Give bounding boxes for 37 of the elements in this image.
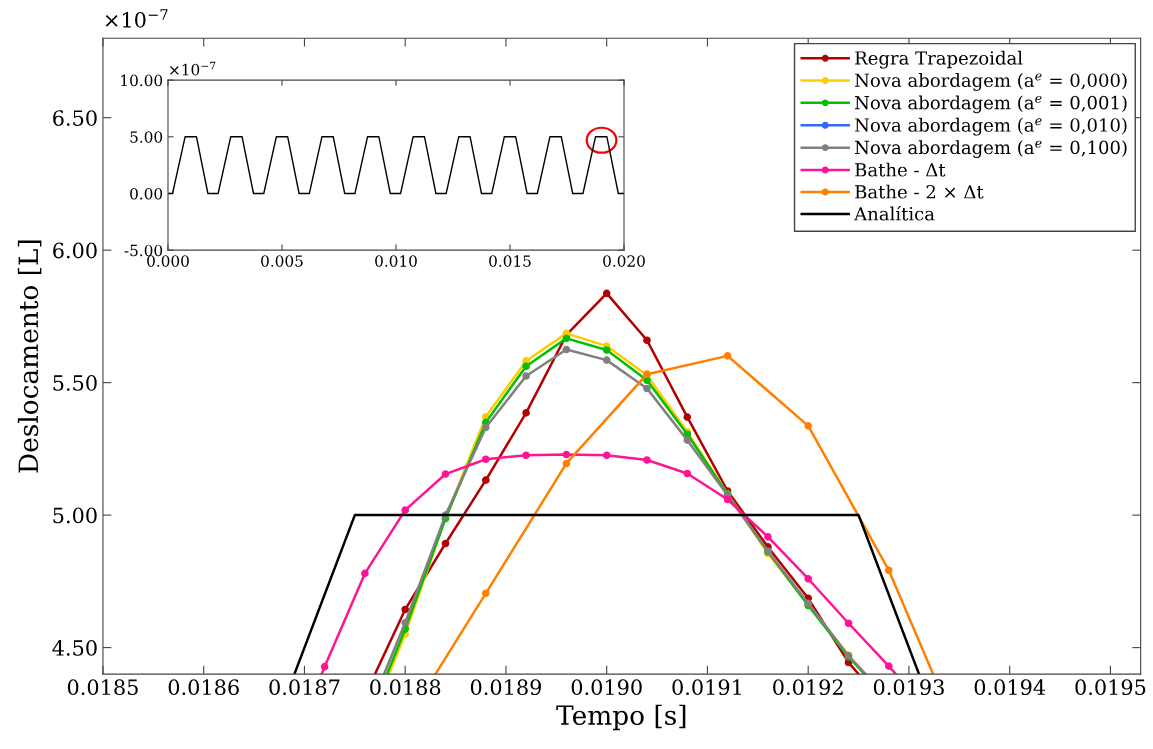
x-tick-label: 0.0186: [168, 679, 239, 696]
x-tick-label: 0.010: [375, 255, 417, 267]
x-axis-title: Tempo [s]: [556, 704, 686, 731]
y-axis-title: Deslocamento [L]: [17, 240, 42, 473]
legend-label: Analítica: [854, 205, 935, 221]
legend-label: Nova abordagem (a$^{e}$ = 0,010): [855, 117, 1127, 136]
y-tick-label: 5.50: [53, 375, 97, 391]
y-tick-label: 6.50: [53, 110, 97, 126]
y-tick-label: 10.00: [121, 74, 163, 87]
legend-label: Nova abordagem (a$^{e}$ = 0,100): [855, 140, 1127, 158]
y-tick-label: 5.00: [130, 131, 163, 143]
x-tick-label: 0.005: [261, 255, 303, 267]
y-tick-label: 6.00: [53, 242, 97, 259]
legend-label: Nova abordagem (a$^{e}$ = 0,000): [855, 73, 1127, 91]
y-tick-label: -5.00: [124, 244, 163, 257]
y-tick-label: 0.00: [130, 187, 163, 200]
legend-label: Nova abordagem (a$^{e}$ = 0,001): [855, 95, 1127, 114]
legend-label: Regra Trapezoidal: [855, 50, 1023, 69]
x-tick-label: 0.0195: [1075, 679, 1146, 696]
annotation: ×10$^{−7}$: [170, 61, 216, 76]
x-tick-label: 0.0185: [67, 679, 138, 696]
x-tick-label: 0.020: [603, 255, 645, 267]
x-tick-label: 0.015: [489, 255, 531, 267]
legend-label: Bathe - 2 × Δt: [855, 184, 984, 199]
x-tick-label: 0.0191: [672, 679, 741, 696]
x-tick-label: 0.0188: [370, 679, 441, 696]
x-tick-label: 0.0189: [470, 679, 541, 696]
x-tick-label: 0.0194: [974, 679, 1046, 696]
x-tick-label: 0.000: [147, 255, 189, 267]
x-tick-label: 0.0193: [873, 679, 944, 696]
text: ×10$^{−7}$: [105, 9, 168, 28]
x-tick-label: 0.0187: [269, 679, 340, 696]
x-tick-label: 0.0192: [773, 679, 843, 696]
y-tick-label: 4.50: [52, 640, 97, 656]
legend-label: Bathe - Δt: [855, 162, 946, 177]
x-tick-label: 0.0190: [571, 679, 642, 696]
y-tick-label: 5.00: [53, 507, 97, 524]
